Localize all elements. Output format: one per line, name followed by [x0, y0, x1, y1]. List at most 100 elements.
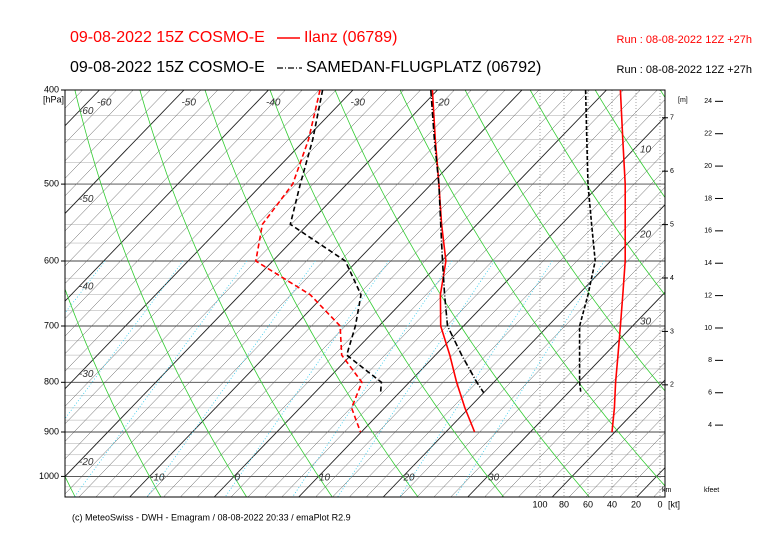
mixing-ratio-line [65, 260, 184, 420]
isotherm [332, 151, 665, 497]
isotherm [65, 90, 218, 249]
x-tick-label: 0 [234, 473, 240, 484]
isotherm [65, 90, 455, 495]
dewpoint-line [254, 90, 363, 433]
isotherm [65, 90, 235, 267]
dry-adiabat [594, 90, 665, 199]
dry-adiabat [204, 90, 419, 497]
isotherm [264, 90, 658, 497]
x-tick-label-top: -30 [350, 98, 365, 109]
dry-adiabat [529, 90, 665, 296]
plot-frame [64, 89, 666, 498]
wind-speed-line [578, 90, 597, 393]
isotherm-label: -20 [79, 457, 94, 468]
temperature-line [430, 90, 485, 394]
isotherm [535, 362, 665, 497]
isotherm [399, 221, 665, 497]
isotherm [382, 204, 665, 497]
forecast-label: 09-08-2022 15Z COSMO-E [70, 29, 265, 46]
isotherm [78, 90, 472, 497]
km-tick-label: 2 [670, 382, 674, 389]
isotherm [65, 90, 320, 355]
mixing-ratio-line [454, 260, 605, 497]
isotherm [315, 134, 665, 497]
kfeet-label: kfeet [704, 487, 719, 494]
dry-adiabat [139, 90, 333, 497]
height-unit: [m] [678, 97, 688, 104]
isotherm [65, 90, 438, 478]
km-tick-label: 3 [670, 328, 674, 335]
mixing-ratio-line [146, 260, 316, 497]
forecast-label: 09-08-2022 15Z COSMO-E [70, 59, 265, 76]
km-label: km [662, 487, 672, 494]
kfeet-tick-label: 6 [708, 390, 712, 397]
wind-tick-label: 60 [583, 499, 593, 509]
isotherm [197, 90, 590, 497]
kfeet-tick-label: 16 [704, 228, 712, 235]
x-tick-label: 10 [319, 473, 331, 484]
y-tick-label: 600 [44, 255, 59, 265]
kfeet-tick-label: 12 [704, 292, 712, 299]
isotherm [416, 239, 665, 497]
dry-adiabat [74, 90, 248, 497]
footer: (c) MeteoSwiss - DWH - Emagram / 08-08-2… [72, 512, 351, 522]
isotherm [65, 90, 303, 337]
km-tick-label: 4 [670, 275, 674, 282]
kfeet-tick-label: 20 [704, 163, 712, 170]
y-tick-label: 1000 [39, 471, 59, 481]
isotherm [65, 90, 252, 284]
kfeet-tick-label: 22 [704, 131, 712, 138]
isotherm [433, 256, 665, 497]
isotherm-label: -30 [79, 369, 94, 380]
wind-tick-label: 100 [532, 499, 547, 509]
isotherm [551, 379, 665, 497]
isotherm [65, 90, 151, 179]
y-tick-label: 700 [44, 320, 59, 330]
isotherm-label: -60 [79, 106, 94, 117]
isotherm [180, 90, 573, 497]
isotherm [65, 90, 354, 390]
x-tick-label-top: -60 [97, 98, 112, 109]
annotation: 10 [640, 145, 652, 156]
isotherm [65, 90, 337, 372]
y-tick-label: 900 [44, 426, 59, 436]
isotherm [65, 90, 387, 425]
isotherm [230, 90, 624, 497]
kfeet-tick-label: 14 [704, 260, 712, 267]
km-tick-label: 5 [670, 221, 674, 228]
x-tick-label: -10 [150, 473, 165, 484]
y-axis-label: [hPa] [43, 94, 64, 104]
isotherm [281, 99, 665, 497]
kfeet-tick-label: 8 [708, 357, 712, 364]
isotherm-label: -40 [79, 281, 94, 292]
wind-tick-label: 80 [559, 499, 569, 509]
isotherm [518, 344, 665, 497]
dry-adiabat [65, 287, 162, 497]
legend-label: SAMEDAN-FLUGPLATZ (06792) [306, 59, 541, 76]
isotherm [298, 116, 665, 497]
isotherm [450, 274, 665, 497]
dewpoint-line [289, 90, 383, 393]
mixing-ratio-line [399, 260, 553, 497]
annotation: 20 [639, 230, 652, 241]
isotherm [146, 90, 540, 497]
wind-unit: [kt] [668, 499, 680, 509]
kfeet-tick-label: 24 [704, 98, 712, 105]
x-tick-label: 30 [488, 473, 500, 484]
x-tick-label-top: -50 [181, 98, 196, 109]
background-grid [65, 90, 665, 497]
wind-tick-label: 20 [631, 499, 641, 509]
annotation: 30 [640, 317, 652, 328]
isotherm [501, 327, 665, 497]
isotherm [65, 90, 286, 319]
isotherm [366, 186, 665, 497]
isotherm [65, 90, 404, 442]
km-tick-label: 6 [670, 168, 674, 175]
kfeet-tick-label: 4 [708, 422, 712, 429]
isotherm [65, 90, 134, 162]
x-tick-label: 20 [403, 473, 416, 484]
isotherm [65, 90, 269, 302]
run-label: Run : 08-08-2022 12Z +27h [617, 64, 752, 76]
isotherm [129, 90, 523, 497]
